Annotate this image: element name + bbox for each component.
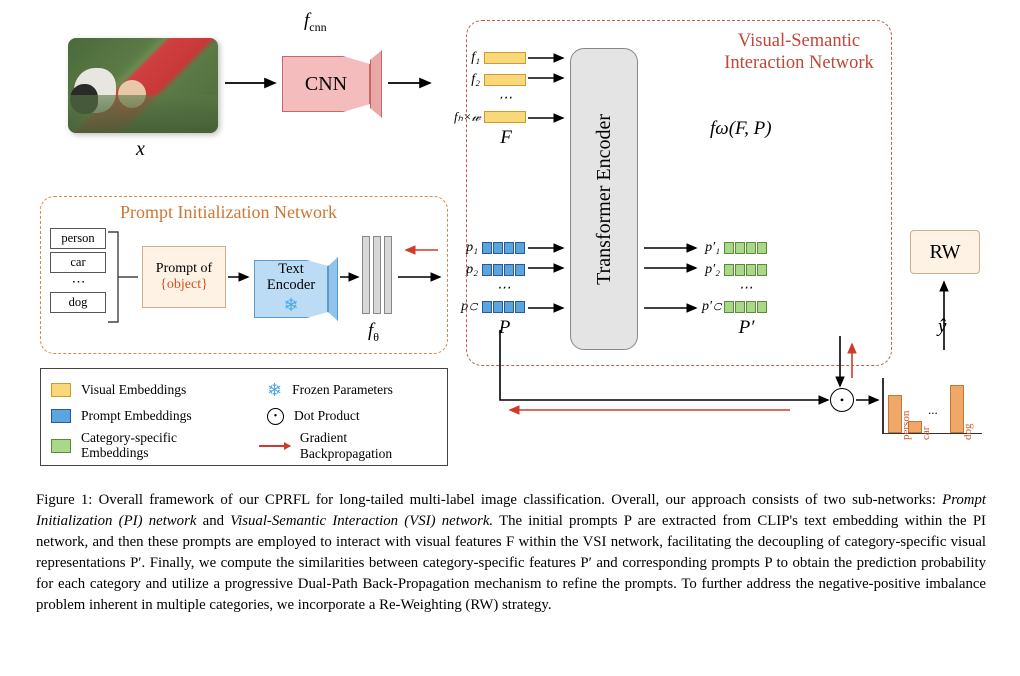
- input-image: [68, 38, 218, 133]
- transformer-encoder: Transformer Encoder: [570, 48, 638, 350]
- legend-prompt: Prompt Embeddings: [81, 408, 192, 424]
- bar-dots: ...: [928, 402, 938, 418]
- pp2-label: p′₂: [702, 262, 720, 278]
- vsi-title: Visual-SemanticInteraction Network: [714, 30, 884, 74]
- architecture-diagram: x CNN fcnn f₁ f₂ ⋯ fₕ×𝓌 F Prompt Initial…: [0, 10, 1020, 475]
- class-list: person car ⋯ dog: [50, 228, 106, 313]
- transformer-label: Transformer Encoder: [593, 114, 616, 285]
- cnn-label: CNN: [305, 73, 347, 96]
- figure-caption: Figure 1: Overall framework of our CPRFL…: [36, 490, 986, 616]
- cnn-block: CNN: [282, 34, 374, 134]
- pp-dots: ⋯: [724, 280, 767, 297]
- bar-label-car: car: [920, 427, 932, 440]
- text-encoder-l1: Text: [278, 262, 304, 278]
- legend-grad: Gradient Backpropagation: [300, 430, 437, 462]
- class-dots: ⋯: [50, 273, 106, 292]
- yhat-label: ŷ: [938, 316, 946, 338]
- class-dog: dog: [50, 292, 106, 313]
- rw-box: RW: [910, 230, 980, 274]
- caption-and: and: [196, 513, 230, 529]
- class-person: person: [50, 228, 106, 249]
- prediction-barchart: ... person car dog: [870, 368, 990, 448]
- legend-category: Category-specific Embeddings: [81, 431, 177, 461]
- caption-lead: Figure 1: Overall framework of our CPRFL…: [36, 492, 942, 508]
- dot-product-node: •: [830, 388, 854, 412]
- text-encoder-block: Text Encoder ❄: [254, 242, 334, 337]
- legend-dot: Dot Product: [294, 408, 360, 424]
- rw-label: RW: [929, 241, 960, 264]
- class-car: car: [50, 252, 106, 273]
- prompt-object: {object}: [160, 277, 208, 293]
- legend-swatch-yellow: [51, 383, 71, 397]
- ppc-label: p′𝚌: [702, 299, 720, 315]
- fcnn-label: fcnn: [304, 10, 327, 35]
- gradient-arrow-icon: [259, 445, 290, 447]
- text-encoder-l2: Encoder: [267, 278, 315, 294]
- legend-swatch-green: [51, 439, 71, 453]
- bar-label-person: person: [900, 411, 912, 440]
- bar-label-dog: dog: [962, 424, 974, 441]
- fomega-label: fω(F, P): [710, 118, 772, 140]
- pp1-label: p′₁: [702, 240, 720, 256]
- prompt-template-box: Prompt of {object}: [142, 246, 226, 308]
- category-embedding-row: [724, 242, 767, 254]
- Pprime-label: P′: [726, 317, 767, 339]
- ftheta-label: fθ: [368, 320, 379, 345]
- pin-title: Prompt Initialization Network: [120, 202, 337, 223]
- legend-swatch-blue: [51, 409, 71, 423]
- snowflake-icon: ❄: [267, 380, 282, 401]
- dot-product-icon: •: [267, 408, 284, 425]
- legend: Visual Embeddings ❄ Frozen Parameters Pro…: [40, 368, 448, 466]
- prompt-top: Prompt of: [156, 261, 212, 277]
- caption-vsi: Visual-Semantic Interaction (VSI) networ…: [230, 513, 493, 529]
- frozen-icon: ❄: [283, 296, 298, 316]
- ftheta-bars: [362, 236, 392, 314]
- legend-visual: Visual Embeddings: [81, 382, 186, 398]
- x-label: x: [136, 138, 145, 161]
- legend-frozen: Frozen Parameters: [292, 382, 393, 398]
- pprime-tokens-stack: p′₁ p′₂ ⋯ p′𝚌 P′: [702, 240, 767, 339]
